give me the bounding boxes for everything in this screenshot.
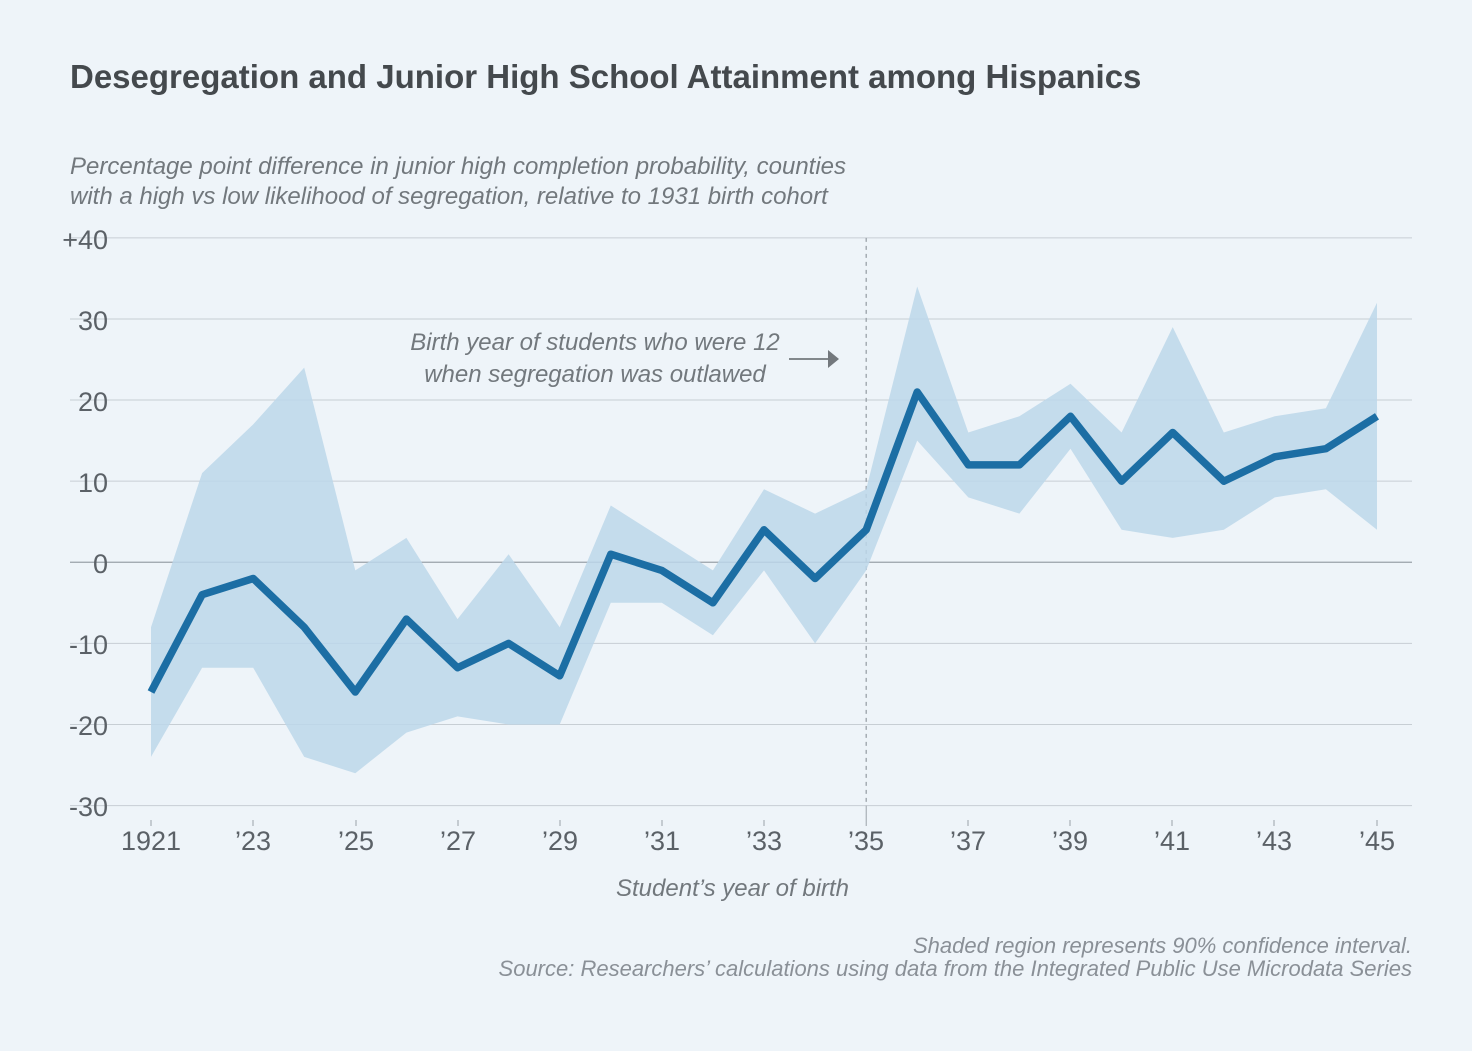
svg-text:’43: ’43 (1256, 826, 1292, 856)
svg-text:’45: ’45 (1359, 826, 1395, 856)
svg-text:’29: ’29 (542, 826, 578, 856)
svg-text:0: 0 (93, 549, 108, 579)
svg-text:’35: ’35 (848, 826, 884, 856)
svg-text:’31: ’31 (644, 826, 680, 856)
svg-text:’41: ’41 (1154, 826, 1190, 856)
svg-text:’39: ’39 (1052, 826, 1088, 856)
svg-text:’33: ’33 (746, 826, 782, 856)
svg-text:20: 20 (78, 387, 108, 417)
svg-text:-20: -20 (69, 711, 108, 741)
svg-text:1921: 1921 (121, 826, 181, 856)
svg-text:’37: ’37 (950, 826, 986, 856)
svg-text:10: 10 (78, 468, 108, 498)
svg-text:-10: -10 (69, 630, 108, 660)
svg-text:-30: -30 (69, 792, 108, 822)
svg-text:’23: ’23 (235, 826, 271, 856)
svg-text:’27: ’27 (440, 826, 476, 856)
svg-text:’25: ’25 (338, 826, 374, 856)
svg-text:+40: +40 (62, 225, 108, 255)
svg-text:30: 30 (78, 306, 108, 336)
